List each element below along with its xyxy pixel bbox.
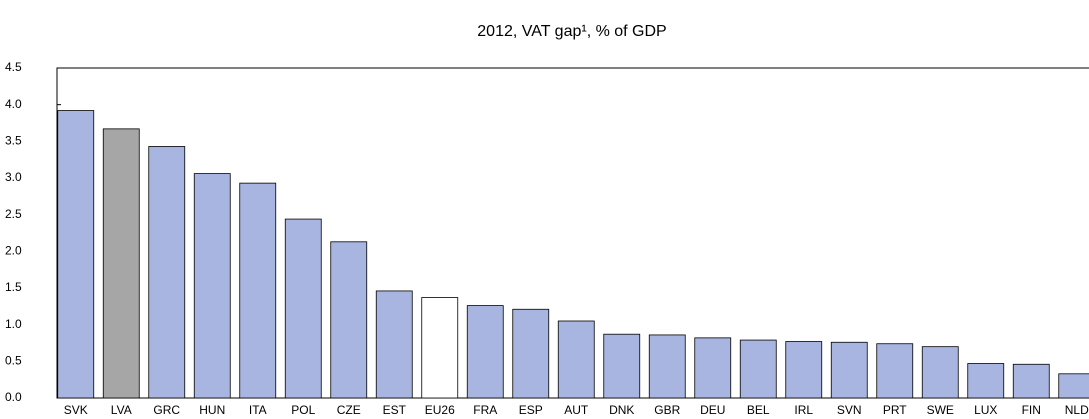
x-tick-label: GRC — [153, 403, 180, 417]
y-tick-label: 1.5 — [5, 280, 22, 294]
bar — [967, 363, 1005, 399]
x-tick-label: IRL — [794, 403, 813, 417]
bar — [694, 337, 732, 399]
x-tick-label: DEU — [700, 403, 725, 417]
bar — [102, 128, 140, 399]
bar — [239, 182, 277, 399]
bar — [557, 320, 595, 399]
bar — [603, 333, 641, 399]
bar — [375, 290, 413, 399]
chart-title: 2012, VAT gap¹, % of GDP — [477, 23, 666, 40]
bar — [148, 146, 186, 399]
x-tick-label: SWE — [927, 403, 954, 417]
x-tick-label: LVA — [111, 403, 132, 417]
x-tick-label: CZE — [337, 403, 361, 417]
bar — [739, 339, 777, 399]
x-tick-label: GBR — [654, 403, 680, 417]
y-tick-label: 3.5 — [5, 134, 22, 148]
bar — [421, 297, 459, 399]
x-tick-label: SVK — [64, 403, 88, 417]
x-tick-label: FIN — [1022, 403, 1041, 417]
x-tick-label: POL — [291, 403, 315, 417]
y-tick-label: 2.0 — [5, 244, 22, 258]
bar — [648, 334, 686, 399]
bar — [785, 341, 823, 399]
y-tick-label: 2.5 — [5, 207, 22, 221]
bar — [512, 308, 550, 399]
bar — [57, 110, 95, 399]
x-tick-label: NLD — [1065, 403, 1089, 417]
bar — [876, 343, 914, 399]
x-tick-label: ESP — [519, 403, 543, 417]
y-tick-label: 4.5 — [5, 60, 22, 74]
bar — [1012, 363, 1050, 399]
x-tick-label: ITA — [249, 403, 267, 417]
x-tick-label: PRT — [883, 403, 907, 417]
bar — [466, 305, 504, 399]
x-tick-label: SVN — [837, 403, 862, 417]
x-tick-label: DNK — [609, 403, 634, 417]
bar — [1058, 373, 1089, 399]
x-tick-label: BEL — [747, 403, 770, 417]
x-tick-label: FRA — [473, 403, 497, 417]
bar — [284, 218, 322, 399]
bar — [921, 346, 959, 399]
x-tick-label: EU26 — [425, 403, 455, 417]
y-tick-label: 4.0 — [5, 97, 22, 111]
x-tick-label: AUT — [564, 403, 589, 417]
bar — [330, 241, 368, 399]
y-tick-label: 0.0 — [5, 390, 22, 404]
x-tick-label: HUN — [199, 403, 225, 417]
y-tick-label: 1.0 — [5, 317, 22, 331]
bar — [830, 341, 868, 399]
y-tick-label: 3.0 — [5, 170, 22, 184]
y-tick-label: 0.5 — [5, 354, 22, 368]
x-tick-label: EST — [383, 403, 407, 417]
bar — [193, 173, 231, 399]
x-tick-label: LUX — [974, 403, 997, 417]
